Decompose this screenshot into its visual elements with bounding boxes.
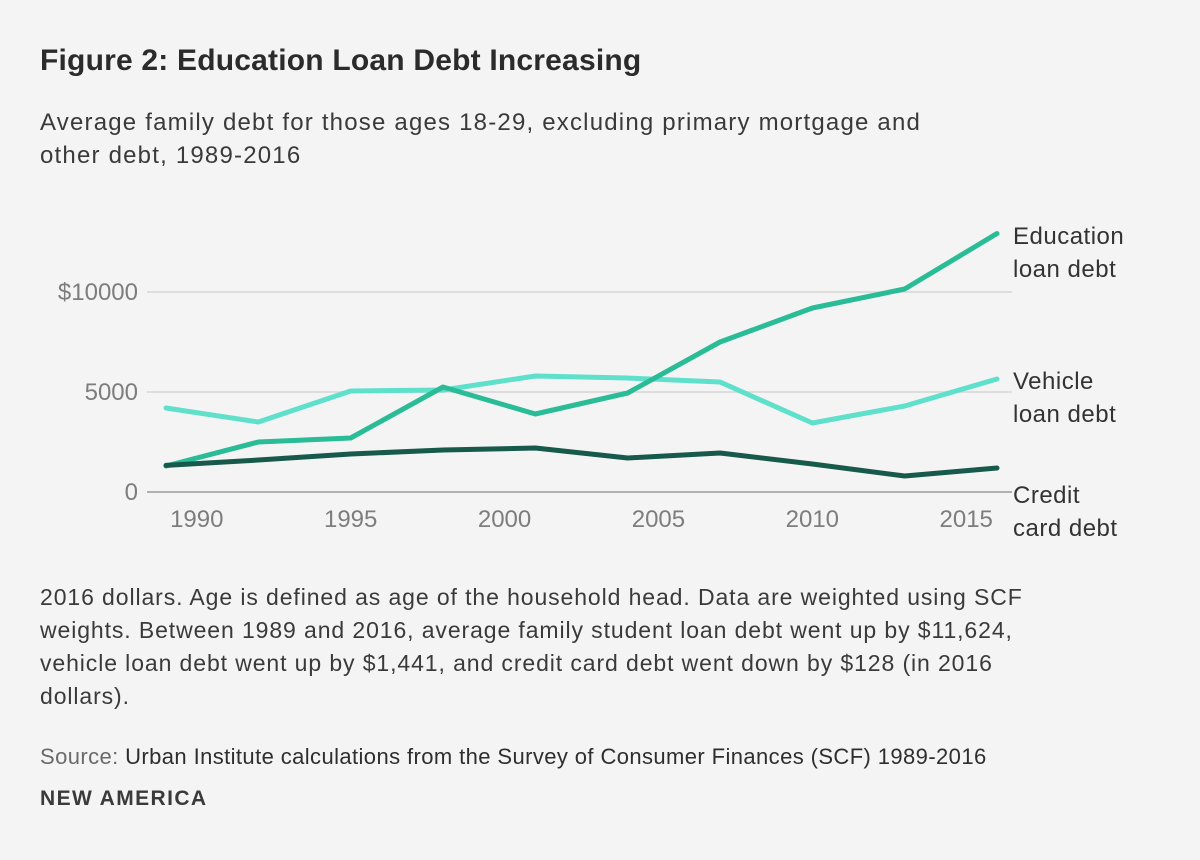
series-label-line-1: Vehicle [1013,368,1094,395]
y-tick-10000: $10000 [58,279,138,306]
figure-footnote: 2016 dollars. Age is defined as age of t… [40,581,1190,713]
figure-subtitle: Average family debt for those ages 18-29… [40,106,921,172]
series-label-line-2: loan debt [1013,401,1117,428]
source-text: Urban Institute calculations from the Su… [125,744,987,769]
education-loan-debt-line [163,231,1000,469]
vehicle-loan-debt-line [163,373,1000,426]
series-label-line-2: card debt [1013,515,1118,542]
source-label: Source: [40,744,119,769]
figure-source: Source: Urban Institute calculations fro… [40,744,987,770]
series-label-vehicle-loan-debt: Vehicle loan debt [1013,365,1116,431]
subtitle-line-1: Average family debt for those ages 18-29… [40,109,922,136]
footnote-line-1: 2016 dollars. Age is defined as age of t… [40,584,1023,610]
x-tick-2005: 2005 [632,506,685,533]
x-tick-1990: 1990 [170,506,223,533]
figure-title: Figure 2: Education Loan Debt Increasing [40,44,642,77]
series-label-credit-card-debt: Credit card debt [1013,479,1118,545]
x-tick-2000: 2000 [478,506,531,533]
footnote-line-3: vehicle loan debt went up by $1,441, and… [40,650,993,676]
y-tick-5000: 5000 [85,379,138,406]
series-label-line-2: loan debt [1013,255,1117,283]
footnote-line-2: weights. Between 1989 and 2016, average … [40,617,1013,643]
x-tick-2010: 2010 [786,506,839,533]
footnote-line-4: dollars). [40,683,130,709]
x-tick-1995: 1995 [324,506,377,533]
y-tick-0: 0 [125,479,138,506]
new-america-logo: NEW AMERICA [40,787,208,810]
series-label-education-loan-debt: Education loan debt [1013,220,1124,286]
subtitle-line-2: other debt, 1989-2016 [40,142,302,169]
series-label-line-1: Education [1013,222,1125,250]
series-label-line-1: Credit [1013,482,1081,509]
credit-card-debt-line [163,445,1000,479]
x-tick-2015: 2015 [940,506,993,533]
